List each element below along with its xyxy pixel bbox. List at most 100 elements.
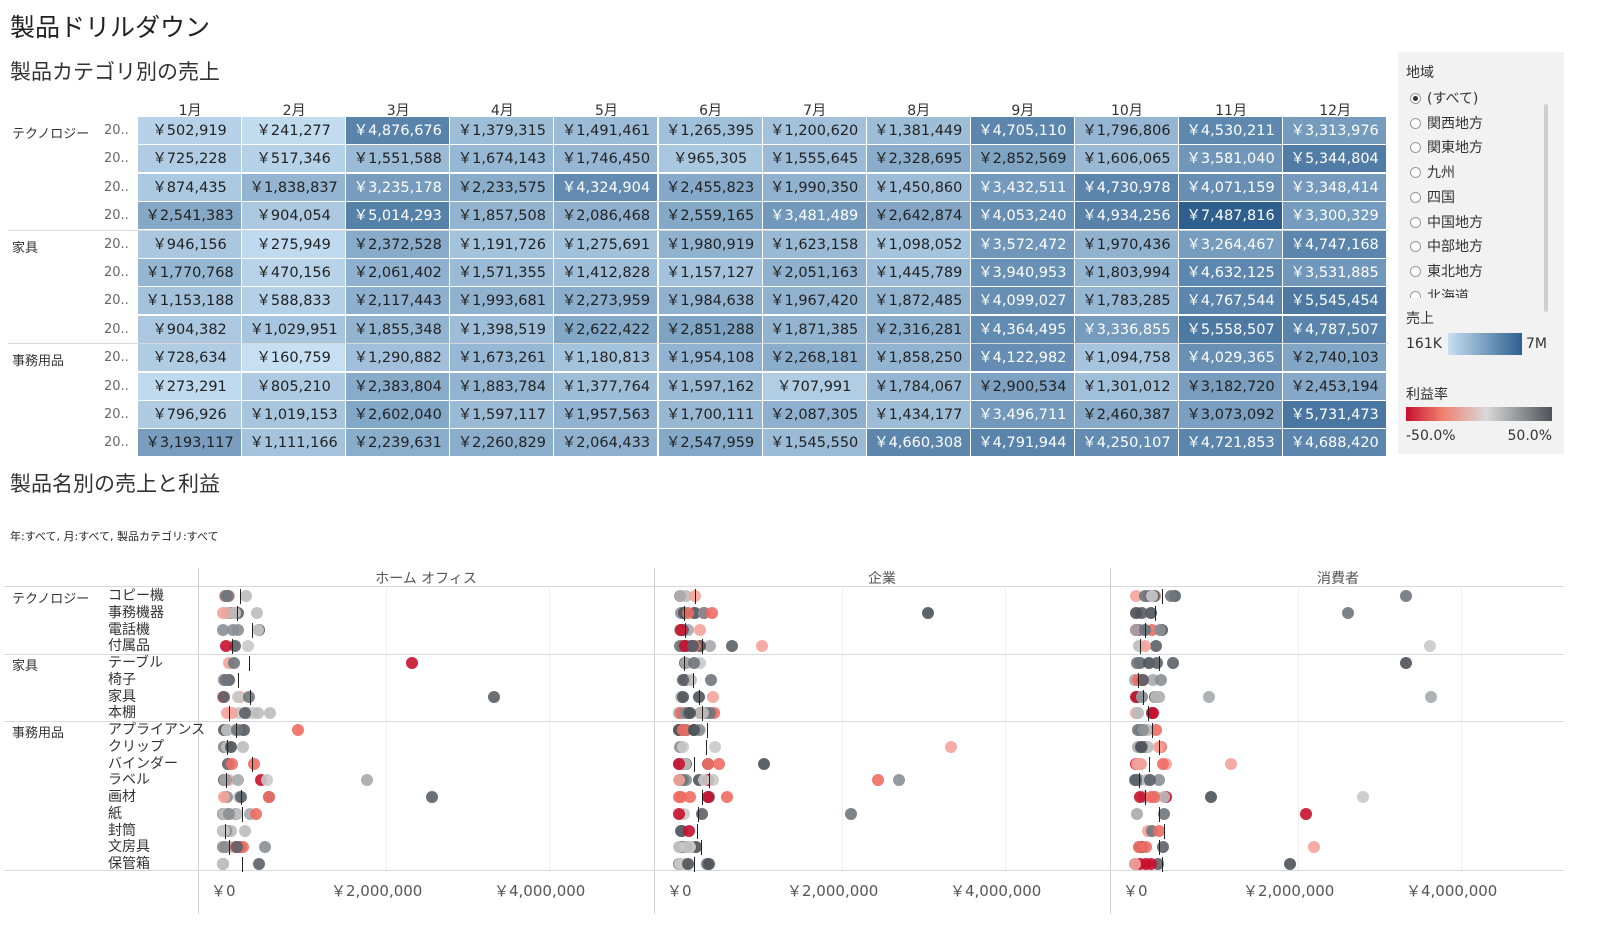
scatter-point[interactable] <box>223 807 236 820</box>
scatter-point[interactable] <box>1129 623 1142 636</box>
scatter-point[interactable] <box>673 757 686 770</box>
scatter-point[interactable] <box>1136 690 1149 703</box>
scatter-point[interactable] <box>706 606 719 619</box>
scatter-point[interactable] <box>1143 774 1156 787</box>
scatter-point[interactable] <box>1225 757 1238 770</box>
scatter-point[interactable] <box>683 824 696 837</box>
scatter-point[interactable] <box>871 774 884 787</box>
scatter-point[interactable] <box>1154 623 1167 636</box>
scatter-point[interactable] <box>1130 606 1143 619</box>
radio-button[interactable] <box>1410 290 1421 298</box>
scatter-point[interactable] <box>1133 791 1146 803</box>
heatmap-cell[interactable]: ￥3,336,855 <box>1074 315 1179 344</box>
scatter-point[interactable] <box>673 807 686 820</box>
heatmap-cell[interactable]: ￥4,787,507 <box>1283 315 1388 344</box>
scatter-point[interactable] <box>1283 858 1296 870</box>
scatter-point[interactable] <box>703 640 716 653</box>
scatter-point[interactable] <box>264 707 277 720</box>
heatmap-cell[interactable]: ￥1,623,158 <box>762 230 867 259</box>
scatter-point[interactable] <box>1157 791 1170 803</box>
scatter-point[interactable] <box>681 858 694 870</box>
scatter-point[interactable] <box>219 673 232 686</box>
heatmap-cell[interactable]: ￥1,491,461 <box>554 117 659 145</box>
region-filter-scrollbar[interactable] <box>1544 104 1548 312</box>
heatmap-cell[interactable]: ￥5,731,473 <box>1283 401 1388 429</box>
heatmap-cell[interactable]: ￥1,796,806 <box>1074 117 1179 145</box>
scatter-point[interactable] <box>1149 690 1162 703</box>
scatter-point[interactable] <box>1152 824 1165 837</box>
scatter-point[interactable] <box>1157 807 1170 820</box>
scatter-point[interactable] <box>709 740 722 753</box>
heatmap-cell[interactable]: ￥160,759 <box>242 344 347 373</box>
heatmap-cell[interactable]: ￥1,157,127 <box>658 259 763 287</box>
heatmap-cell[interactable]: ￥4,530,211 <box>1179 117 1284 145</box>
heatmap-cell[interactable]: ￥1,967,420 <box>762 287 867 316</box>
scatter-point[interactable] <box>757 757 770 770</box>
heatmap-cell[interactable]: ￥805,210 <box>242 372 347 401</box>
heatmap-cell[interactable]: ￥707,991 <box>762 372 867 401</box>
heatmap-cell[interactable]: ￥3,581,040 <box>1179 145 1284 174</box>
heatmap-cell[interactable]: ￥3,432,511 <box>970 173 1075 202</box>
heatmap-cell[interactable]: ￥470,156 <box>242 259 347 287</box>
heatmap-cell[interactable]: ￥2,328,695 <box>866 145 971 174</box>
heatmap-cell[interactable]: ￥4,767,544 <box>1179 287 1284 316</box>
heatmap-cell[interactable]: ￥1,855,348 <box>346 315 451 344</box>
scatter-point[interactable] <box>702 858 715 870</box>
heatmap-cell[interactable]: ￥946,156 <box>138 230 243 259</box>
heatmap-cell[interactable]: ￥4,934,256 <box>1074 202 1179 231</box>
heatmap-cell[interactable]: ￥1,180,813 <box>554 344 659 373</box>
scatter-point[interactable] <box>1299 807 1312 820</box>
heatmap-cell[interactable]: ￥2,740,103 <box>1283 344 1388 373</box>
scatter-point[interactable] <box>844 807 857 820</box>
heatmap-cell[interactable]: ￥4,053,240 <box>970 202 1075 231</box>
scatter-point[interactable] <box>219 590 232 602</box>
heatmap-cell[interactable]: ￥1,275,691 <box>554 230 659 259</box>
heatmap-cell[interactable]: ￥796,926 <box>138 401 243 429</box>
heatmap-cell[interactable]: ￥4,660,308 <box>866 429 971 458</box>
heatmap-cell[interactable]: ￥1,606,065 <box>1074 145 1179 174</box>
heatmap-cell[interactable]: ￥2,117,443 <box>346 287 451 316</box>
scatter-point[interactable] <box>725 640 738 653</box>
scatter-point[interactable] <box>425 791 438 803</box>
scatter-point[interactable] <box>231 623 244 636</box>
scatter-point[interactable] <box>1149 724 1162 736</box>
heatmap-cell[interactable]: ￥4,721,853 <box>1179 429 1284 458</box>
radio-button[interactable] <box>1410 216 1421 228</box>
scatter-point[interactable] <box>1356 791 1369 803</box>
scatter-point[interactable] <box>945 740 958 753</box>
heatmap-cell[interactable]: ￥3,300,329 <box>1283 202 1388 231</box>
scatter-point[interactable] <box>1157 841 1170 854</box>
heatmap-cell[interactable]: ￥2,642,874 <box>866 202 971 231</box>
region-option[interactable]: 北海道 <box>1410 286 1469 298</box>
scatter-point[interactable] <box>260 774 273 787</box>
scatter-point[interactable] <box>675 623 688 636</box>
scatter-point[interactable] <box>684 707 697 720</box>
heatmap-cell[interactable]: ￥1,984,638 <box>658 287 763 316</box>
scatter-point[interactable] <box>217 841 230 854</box>
scatter-point[interactable] <box>1144 858 1157 870</box>
heatmap-cell[interactable]: ￥2,086,468 <box>554 202 659 231</box>
radio-button[interactable] <box>1410 241 1421 253</box>
heatmap-cell[interactable]: ￥1,555,645 <box>762 145 867 174</box>
heatmap-cell[interactable]: ￥725,228 <box>138 145 243 174</box>
heatmap-cell[interactable]: ￥1,265,395 <box>658 117 763 145</box>
scatter-point[interactable] <box>677 724 690 736</box>
region-option[interactable]: 関西地方 <box>1410 113 1483 133</box>
scatter-point[interactable] <box>217 824 230 837</box>
scatter-point[interactable] <box>921 606 934 619</box>
heatmap-cell[interactable]: ￥4,632,125 <box>1179 259 1284 287</box>
heatmap-cell[interactable]: ￥517,346 <box>242 145 347 174</box>
heatmap-cell[interactable]: ￥1,551,588 <box>346 145 451 174</box>
heatmap-cell[interactable]: ￥1,954,108 <box>658 344 763 373</box>
scatter-point[interactable] <box>225 757 238 770</box>
scatter-point[interactable] <box>721 791 734 803</box>
heatmap-cell[interactable]: ￥1,784,067 <box>866 372 971 401</box>
scatter-point[interactable] <box>217 606 230 619</box>
scatter-point[interactable] <box>1166 657 1179 669</box>
scatter-point[interactable] <box>252 858 265 870</box>
heatmap-cell[interactable]: ￥502,919 <box>138 117 243 145</box>
scatter-point[interactable] <box>707 774 720 787</box>
heatmap-cell[interactable]: ￥1,153,188 <box>138 287 243 316</box>
heatmap-cell[interactable]: ￥2,460,387 <box>1074 401 1179 429</box>
heatmap-cell[interactable]: ￥5,545,454 <box>1283 287 1388 316</box>
